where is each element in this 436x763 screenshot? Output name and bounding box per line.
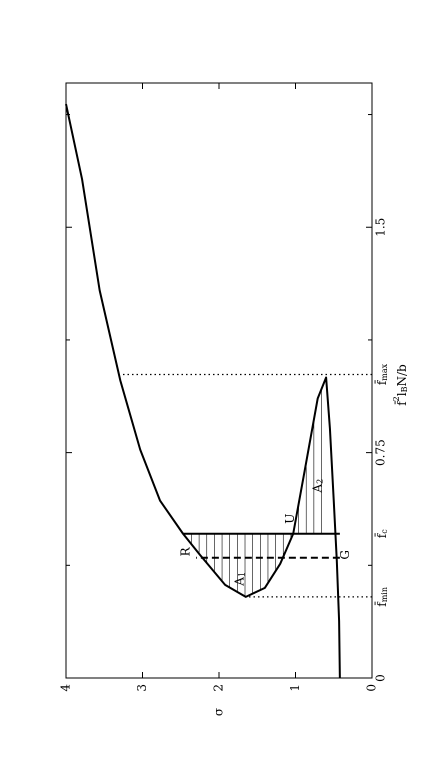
marker-label-base: f̄ (373, 379, 389, 385)
marker-label: f̄c (373, 529, 389, 538)
marker-label: f̄min (373, 587, 389, 607)
annotation-sub: 2 (316, 479, 325, 484)
marker-label: f̄max (373, 363, 389, 385)
curve (65, 103, 341, 679)
x-tick-label: 1.5 (374, 218, 388, 237)
y-tick-label: 3 (135, 684, 149, 692)
y-axis-label: σ (212, 708, 226, 716)
annotation-text: R (178, 546, 192, 556)
x-label-mid: l (395, 392, 409, 396)
x-label-sub: B (400, 386, 409, 392)
y-tick-label: 0 (365, 684, 379, 692)
annotation: A1 (232, 572, 247, 587)
x-label-tail: N/b (395, 364, 409, 387)
marker-label-base: f̄ (373, 532, 389, 538)
x-tick-label: 0.75 (374, 439, 388, 466)
x-tick-label: 0 (374, 674, 388, 682)
annotation-text: G (338, 550, 352, 560)
x-axis-label: f̄2lBN/b (392, 364, 409, 406)
y-tick-label: 2 (212, 684, 226, 692)
annotation: U (283, 514, 297, 524)
marker-label-sub: c (380, 529, 389, 534)
x-label-sup: 2 (392, 396, 401, 401)
annotation: R (178, 546, 192, 556)
annotation: G (338, 550, 352, 560)
y-tick-label: 4 (59, 684, 73, 692)
y-tick-label: 1 (288, 684, 302, 692)
marker-label-sub: max (380, 363, 389, 380)
annotation-sub: 1 (238, 572, 247, 577)
annotation: A2 (310, 479, 325, 494)
annotation-text: A (232, 577, 246, 587)
annotation-text: U (283, 514, 297, 524)
annotation-text: A (310, 484, 324, 494)
x-label-base: f̄ (393, 400, 409, 406)
marker-label-base: f̄ (373, 601, 389, 607)
marker-label-sub: min (380, 587, 389, 602)
